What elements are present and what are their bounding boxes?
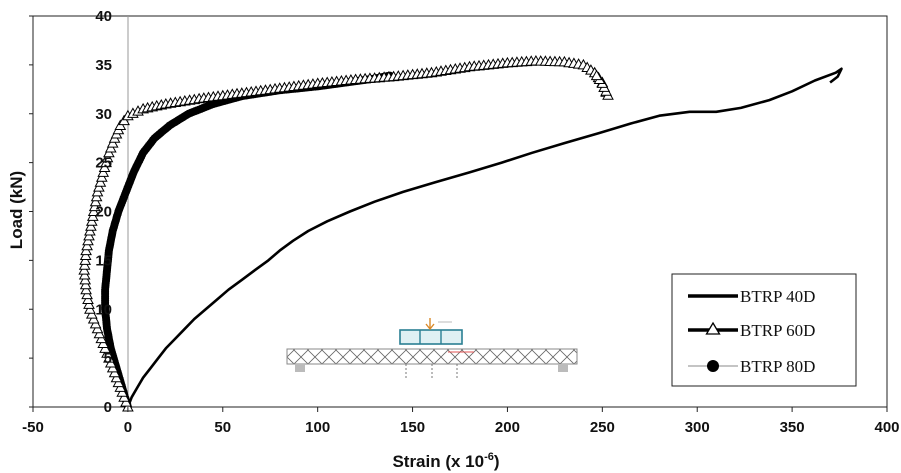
y-tick-label: 35	[95, 57, 112, 74]
beam-setup-diagram-icon	[286, 318, 578, 380]
series-line	[126, 67, 843, 408]
y-tick-label: 10	[95, 301, 112, 318]
y-tick-label: 40	[95, 8, 112, 25]
legend: BTRP 40D BTRP 60D BTRP 80D	[671, 273, 857, 387]
legend-item-btrp-40d: BTRP 40D	[688, 287, 815, 306]
y-tick-label: 20	[95, 204, 112, 221]
x-axis-title: Strain (x 10-6)	[392, 451, 499, 471]
x-tick-label: 50	[214, 419, 231, 436]
x-tick-label: 150	[400, 419, 425, 436]
y-tick-label: 25	[95, 155, 112, 172]
y-tick-label: 0	[104, 399, 112, 416]
svg-text:BTRP 80D: BTRP 80D	[740, 357, 815, 376]
x-tick-label: 200	[495, 419, 520, 436]
legend-item-btrp-60d: BTRP 60D	[688, 321, 815, 340]
series-btrp-60d	[78, 54, 614, 412]
y-tick-label: 5	[104, 350, 112, 367]
x-tick-label: 400	[874, 419, 899, 436]
y-axis-title: Load (kN)	[7, 171, 26, 249]
x-tick-label: 250	[590, 419, 615, 436]
x-tick-label: 350	[780, 419, 805, 436]
svg-text:BTRP 60D: BTRP 60D	[740, 321, 815, 340]
data-point	[590, 69, 603, 81]
svg-text:BTRP 40D: BTRP 40D	[740, 287, 815, 306]
x-tick-label: -50	[22, 419, 44, 436]
x-tick-label: 300	[685, 419, 710, 436]
series-btrp-40d	[126, 67, 843, 408]
x-tick-label: 100	[305, 419, 330, 436]
legend-item-btrp-80d: BTRP 80D	[688, 357, 815, 376]
y-tick-label: 15	[95, 252, 112, 269]
y-tick-label: 30	[95, 106, 112, 123]
x-tick-label: 0	[124, 419, 132, 436]
